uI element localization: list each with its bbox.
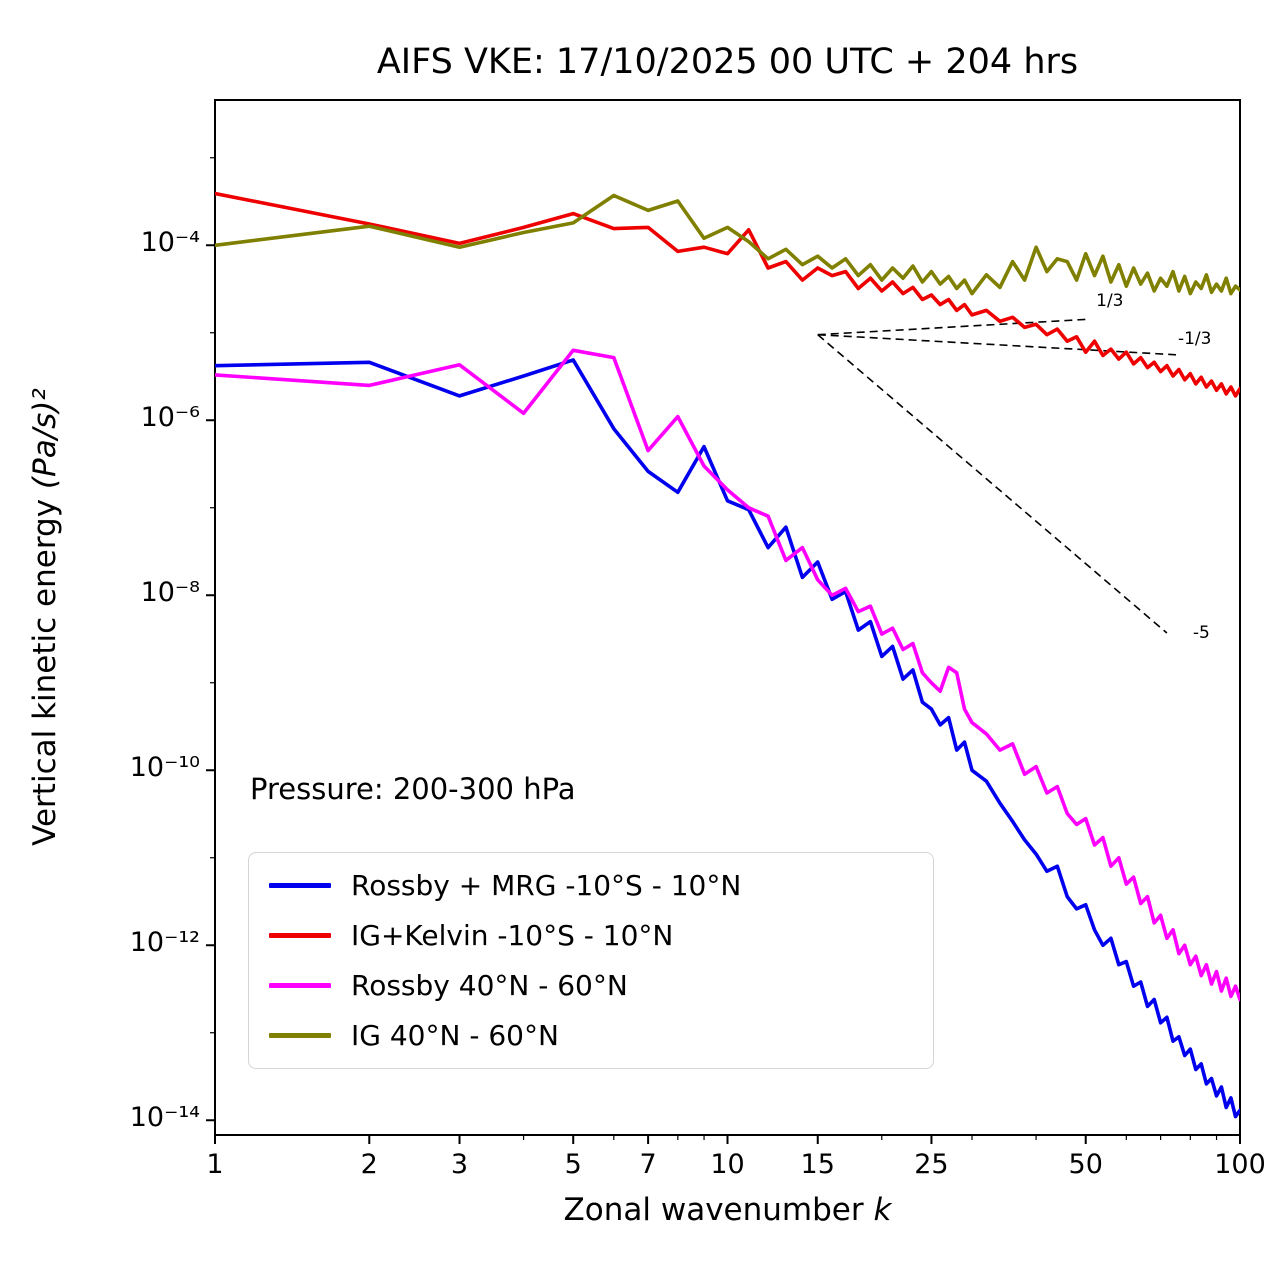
legend-swatch-olive xyxy=(269,1033,331,1038)
legend-swatch-magenta xyxy=(269,983,331,988)
legend-label: Rossby + MRG -10°S - 10°N xyxy=(351,869,742,902)
legend-label: IG 40°N - 60°N xyxy=(351,1019,559,1052)
x-axis-label-text: Zonal wavenumber xyxy=(563,1192,874,1228)
pressure-annotation: Pressure: 200-300 hPa xyxy=(250,772,576,806)
slope-ref-line xyxy=(817,333,1177,356)
x-tick-label: 25 xyxy=(914,1149,949,1180)
y-tick-label: 10⁻⁴ xyxy=(140,227,200,259)
slope-ref-label: 1/3 xyxy=(1096,291,1124,312)
x-tick-label: 3 xyxy=(450,1149,469,1180)
series-line-rossby-mrg-tropics xyxy=(215,358,1240,1119)
legend-swatch-blue xyxy=(269,883,331,888)
x-tick-label: 100 xyxy=(1214,1149,1266,1180)
x-tick-label: 15 xyxy=(800,1149,835,1180)
legend-item-ig-midlat: IG 40°N - 60°N xyxy=(269,1019,913,1052)
legend-item-rossby-mrg-tropics: Rossby + MRG -10°S - 10°N xyxy=(269,869,913,902)
series-line-ig-midlat xyxy=(215,193,1240,296)
legend: Rossby + MRG -10°S - 10°N IG+Kelvin -10°… xyxy=(248,852,934,1069)
series-line-rossby-midlat xyxy=(215,348,1240,1002)
legend-swatch-red xyxy=(269,933,331,938)
slope-ref-label: -1/3 xyxy=(1177,328,1212,349)
x-tick-label: 50 xyxy=(1068,1149,1103,1180)
y-tick-label: 10⁻¹⁰ xyxy=(129,752,200,784)
legend-item-ig-kelvin-tropics: IG+Kelvin -10°S - 10°N xyxy=(269,919,913,952)
x-tick-label: 10 xyxy=(710,1149,745,1180)
series-line-ig-kelvin-tropics xyxy=(215,191,1240,398)
x-axis-label: Zonal wavenumber k xyxy=(215,1192,1240,1228)
y-tick-label: 10⁻⁸ xyxy=(140,577,200,609)
y-tick-label: 10⁻¹² xyxy=(129,927,200,959)
slope-ref-label: -5 xyxy=(1192,623,1210,644)
x-tick-label: 2 xyxy=(360,1149,378,1180)
legend-label: IG+Kelvin -10°S - 10°N xyxy=(351,919,674,952)
y-tick-label: 10⁻⁶ xyxy=(140,402,200,434)
legend-label: Rossby 40°N - 60°N xyxy=(351,969,628,1002)
y-tick-label: 10⁻¹⁴ xyxy=(129,1102,200,1134)
x-tick-label: 7 xyxy=(639,1149,657,1180)
slope-ref-line xyxy=(817,334,1168,634)
x-tick-label: 1 xyxy=(206,1149,224,1180)
legend-item-rossby-midlat: Rossby 40°N - 60°N xyxy=(269,969,913,1002)
x-tick-label: 5 xyxy=(564,1149,582,1180)
chart-title: AIFS VKE: 17/10/2025 00 UTC + 204 hrs xyxy=(376,42,1079,82)
slope-ref-line xyxy=(817,318,1091,336)
x-axis-label-var: k xyxy=(873,1192,892,1228)
